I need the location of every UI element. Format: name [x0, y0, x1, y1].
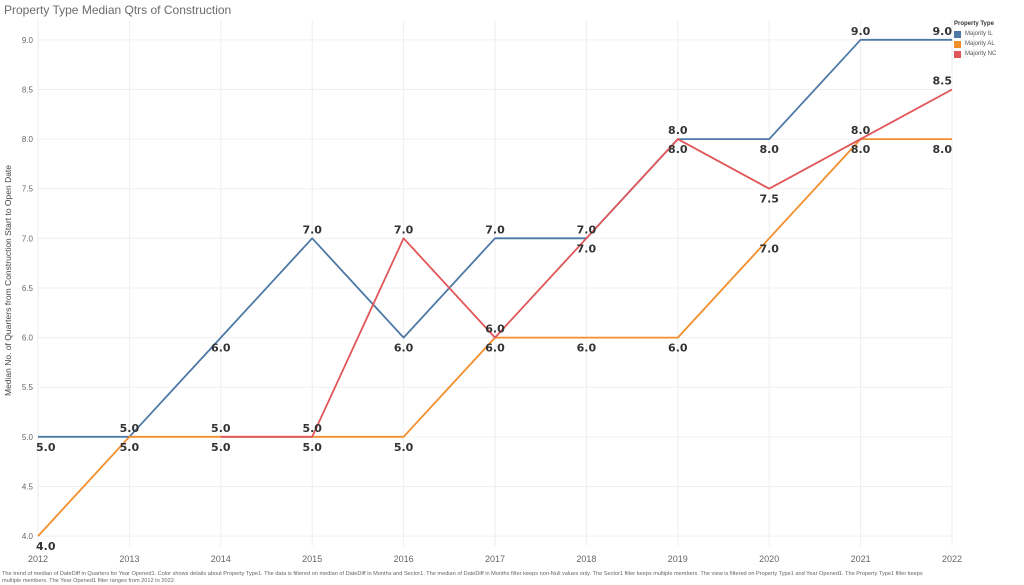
data-label: 7.0 — [577, 242, 597, 255]
legend-item-majority-al[interactable]: Majority AL — [954, 39, 996, 49]
data-label: 7.5 — [759, 193, 779, 206]
data-label: 6.0 — [485, 323, 505, 336]
y-tick-label: 8.5 — [22, 85, 34, 94]
legend-label-nc: Majority NC — [965, 51, 997, 57]
data-label: 9.0 — [933, 25, 953, 38]
line-chart: 4.0 4.5 5.0 5.5 6.0 6.5 7.0 7.5 8.0 8.5 9.0 2012 201… — [22, 20, 962, 564]
legend-title: Property Type — [954, 21, 994, 27]
x-tick-label: 2015 — [302, 554, 322, 564]
y-tick-label: 5.5 — [22, 383, 34, 392]
data-label: 7.0 — [485, 223, 505, 236]
data-label: 6.0 — [211, 342, 231, 355]
legend-label-al: Majority AL — [965, 41, 995, 47]
x-tick-label: 2018 — [576, 554, 596, 564]
y-tick-label: 9.0 — [22, 36, 34, 45]
data-label: 6.0 — [485, 342, 505, 355]
x-tick-label: 2017 — [485, 554, 505, 564]
legend-label-il: Majority IL — [965, 31, 993, 37]
x-tick-label: 2020 — [759, 554, 779, 564]
data-label: 6.0 — [394, 342, 414, 355]
legend-swatch-nc — [954, 50, 961, 58]
x-tick-label: 2019 — [668, 554, 688, 564]
y-tick-label: 6.5 — [22, 284, 34, 293]
x-tick-label: 2016 — [394, 554, 414, 564]
data-label: 5.0 — [394, 441, 414, 454]
data-label: 7.0 — [394, 223, 414, 236]
data-label: 9.0 — [851, 25, 871, 38]
y-tick-label: 8.0 — [22, 135, 34, 144]
x-tick-label: 2012 — [28, 554, 48, 564]
data-label: 5.0 — [211, 422, 231, 435]
data-label: 5.0 — [302, 422, 322, 435]
series-line-majority-il — [38, 38, 952, 438]
x-tick-label: 2014 — [211, 554, 231, 564]
data-label: 4.0 — [36, 540, 56, 553]
legend-item-majority-nc[interactable]: Majority NC — [954, 49, 996, 59]
data-label: 8.5 — [933, 74, 953, 87]
data-label: 8.0 — [851, 124, 871, 137]
data-label: 7.0 — [302, 223, 322, 236]
series-line-majority-nc — [220, 88, 953, 438]
data-label: 7.0 — [759, 242, 779, 255]
legend-swatch-il — [954, 30, 961, 38]
data-label: 8.0 — [933, 143, 953, 156]
data-label: 5.0 — [120, 422, 140, 435]
data-label: 8.0 — [851, 143, 871, 156]
legend[interactable]: Property Type Majority IL Majority AL Ma… — [954, 21, 996, 59]
chart-title: Property Type Median Qtrs of Constructio… — [4, 3, 232, 17]
data-label: 8.0 — [759, 143, 779, 156]
y-tick-label: 4.5 — [22, 482, 34, 491]
x-tick-label: 2021 — [851, 554, 871, 564]
data-label: 5.0 — [302, 441, 322, 454]
x-tick-label: 2022 — [942, 554, 962, 564]
data-label: 7.0 — [577, 223, 597, 236]
data-label: 8.0 — [668, 124, 688, 137]
y-tick-label: 4.0 — [22, 532, 34, 541]
legend-swatch-al — [954, 40, 961, 48]
data-label: 6.0 — [577, 342, 597, 355]
y-tick-label: 6.0 — [22, 334, 34, 343]
legend-item-majority-il[interactable]: Majority IL — [954, 29, 996, 39]
data-label: 8.0 — [668, 143, 688, 156]
data-label: 5.0 — [120, 441, 140, 454]
x-tick-label: 2013 — [119, 554, 139, 564]
data-label: 6.0 — [668, 342, 688, 355]
y-tick-label: 7.5 — [22, 185, 34, 194]
data-label: 5.0 — [36, 441, 56, 454]
data-label: 5.0 — [211, 441, 231, 454]
y-tick-label: 5.0 — [22, 433, 34, 442]
footnote: The trend of median of DateDiff in Quart… — [2, 571, 923, 584]
y-tick-label: 7.0 — [22, 234, 34, 243]
